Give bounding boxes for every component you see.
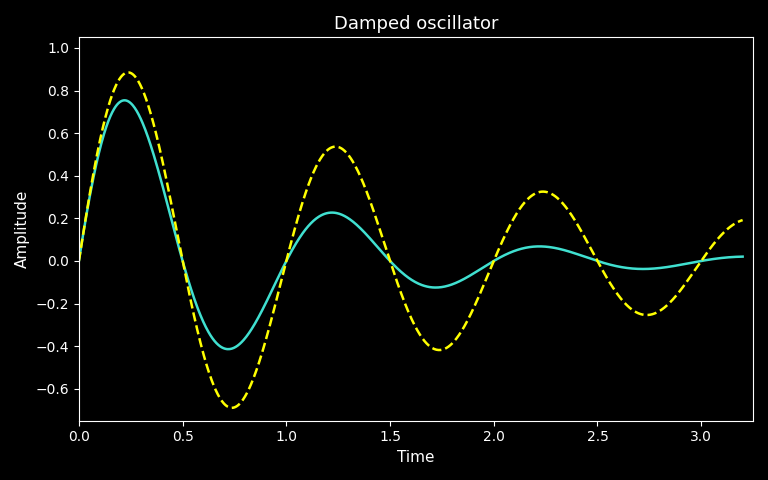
Title: Damped oscillator: Damped oscillator: [334, 15, 498, 33]
X-axis label: Time: Time: [397, 450, 435, 465]
Y-axis label: Amplitude: Amplitude: [15, 190, 30, 268]
